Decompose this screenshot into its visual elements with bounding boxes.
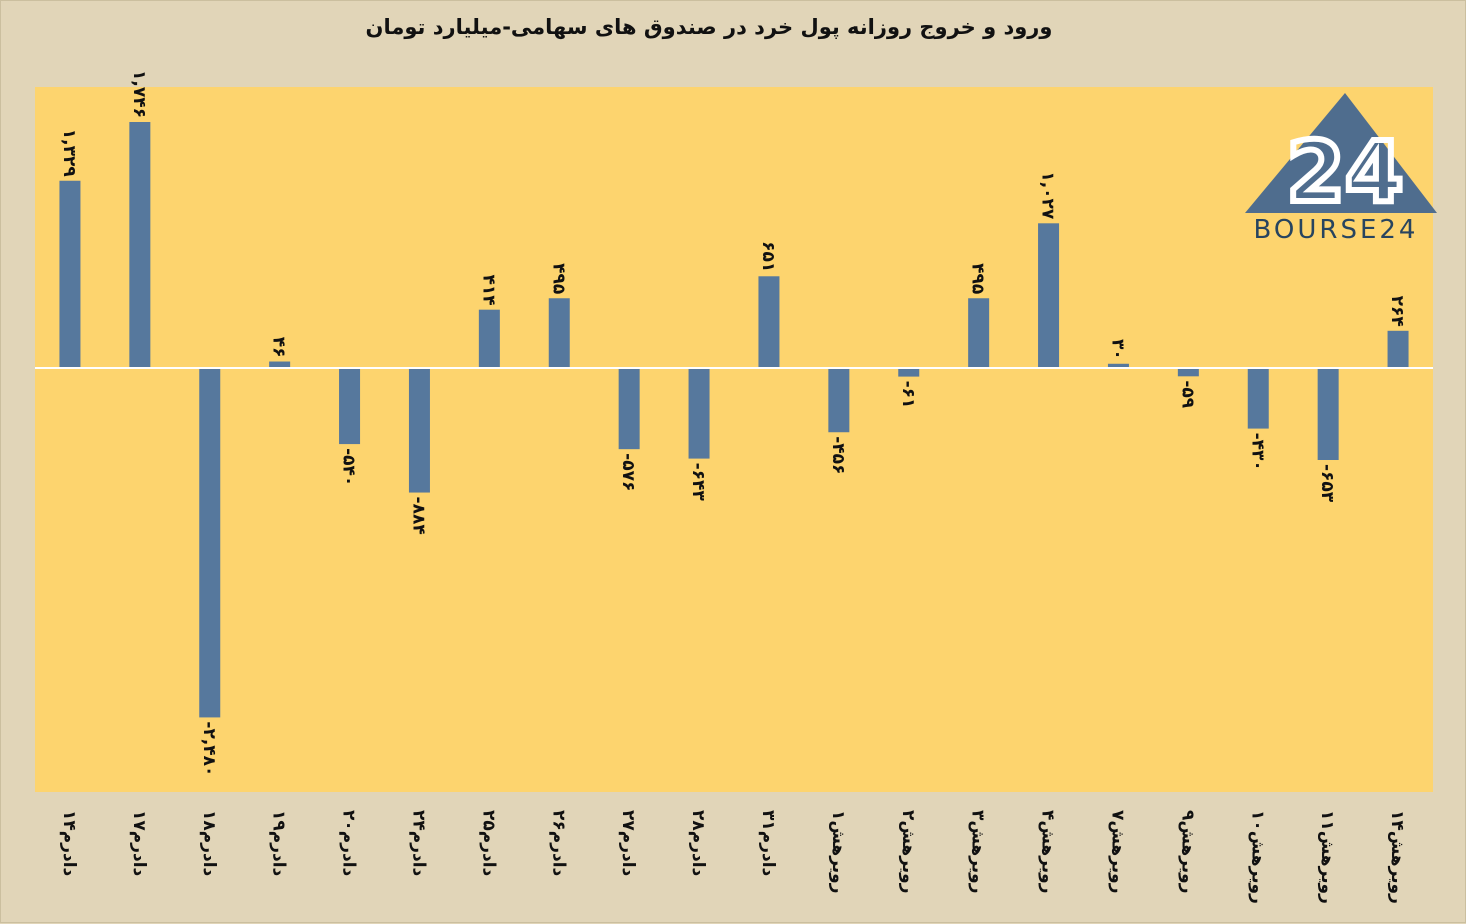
bourse24-logo-icon: 24 [1245, 93, 1437, 224]
x-tick-label-14: ۳شهریور [968, 810, 988, 894]
value-label-9: -۵۷۶ [618, 453, 638, 491]
logo-mark: 24 [1287, 123, 1404, 221]
x-tick-label-19: ۱۱شهریور [1317, 810, 1337, 904]
value-label-16: ۳۰ [1107, 339, 1127, 360]
x-tick-label-11: ۳۱مرداد [758, 810, 778, 877]
bar-14 [968, 298, 990, 368]
bar-12 [828, 368, 850, 433]
value-label-5: -۵۴۰ [339, 448, 359, 486]
bar-6 [408, 368, 430, 493]
value-label-1: ۱,۳۲۹ [59, 129, 79, 178]
x-tick-label-6: ۲۴مرداد [408, 810, 428, 877]
x-tick-label-8: ۲۶مرداد [548, 810, 568, 877]
bar-13 [898, 368, 920, 377]
value-label-8: ۴۹۵ [548, 263, 568, 294]
value-label-17: -۵۹ [1177, 380, 1197, 408]
x-tick-label-3: ۱۸مرداد [199, 810, 219, 877]
bar-2 [129, 122, 151, 368]
x-tick-label-20: ۱۴شهریور [1387, 810, 1407, 904]
x-tick-label-13: ۲شهریور [898, 810, 918, 894]
chart-title: ورود و خروج روزانه پول خرد در صندوق های … [365, 15, 1053, 39]
x-tick-label-16: ۷شهریور [1107, 810, 1127, 894]
bar-18 [1247, 368, 1269, 429]
bar-20 [1387, 330, 1409, 368]
value-label-12: -۴۵۶ [828, 436, 848, 474]
value-label-20: ۲۶۴ [1387, 296, 1407, 327]
bar-9 [618, 368, 640, 450]
logo-wordmark: BOURSE24 [1253, 215, 1419, 245]
bar-16 [1107, 363, 1129, 368]
x-tick-label-12: ۱شهریور [828, 810, 848, 894]
bar-10 [688, 368, 710, 459]
value-label-11: ۶۵۱ [758, 241, 778, 272]
bar-1 [59, 180, 81, 368]
value-labels-group: ۱,۳۲۹ ۱,۷۴۶ -۲,۴۸۰ ۴۶ -۵۴۰ -۸۸۴ ۴۱۴ ۴۹۵ -۵۷۶ -۶۴۳… [59, 70, 1407, 776]
plot-area [35, 87, 1433, 792]
bar-17 [1177, 368, 1199, 377]
value-label-18: -۴۳۰ [1247, 433, 1267, 471]
bar-11 [758, 276, 780, 368]
value-label-14: ۴۹۵ [968, 263, 988, 294]
value-label-15: ۱,۰۲۷ [1038, 171, 1058, 220]
bar-15 [1038, 223, 1060, 368]
x-tick-labels-group: ۱۴مرداد ۱۷مرداد ۱۸مرداد ۱۹مرداد ۲۰مرداد ۲۴مرد… [59, 810, 1407, 904]
bar-19 [1317, 368, 1339, 461]
x-tick-label-2: ۱۷مرداد [129, 810, 149, 877]
bar-5 [339, 368, 361, 445]
value-label-10: -۶۴۳ [688, 463, 708, 502]
x-tick-label-15: ۴شهریور [1038, 810, 1058, 894]
value-label-19: -۶۵۳ [1317, 464, 1337, 503]
x-tick-label-10: ۲۸مرداد [688, 810, 708, 877]
bars-group [59, 122, 1409, 718]
value-label-3: -۲,۴۸۰ [199, 721, 219, 776]
x-tick-label-5: ۲۰مرداد [339, 810, 359, 877]
x-tick-label-4: ۱۹مرداد [269, 810, 289, 877]
value-label-7: ۴۱۴ [478, 275, 498, 306]
x-tick-label-9: ۲۷مرداد [618, 810, 638, 877]
bar-3 [199, 368, 221, 718]
x-tick-label-1: ۱۴مرداد [59, 810, 79, 877]
x-tick-label-7: ۲۵مرداد [478, 810, 498, 877]
value-label-4: ۴۶ [269, 337, 289, 358]
value-label-6: -۸۸۴ [408, 497, 428, 535]
value-label-2: ۱,۷۴۶ [129, 70, 149, 118]
value-label-13: -۶۱ [898, 381, 918, 409]
logo-triangle [1245, 93, 1437, 213]
bar-4 [269, 361, 291, 368]
bar-7 [478, 309, 500, 368]
bar-8 [548, 298, 570, 368]
x-tick-label-18: ۱۰شهریور [1247, 810, 1267, 904]
x-tick-label-17: ۹شهریور [1177, 810, 1197, 894]
